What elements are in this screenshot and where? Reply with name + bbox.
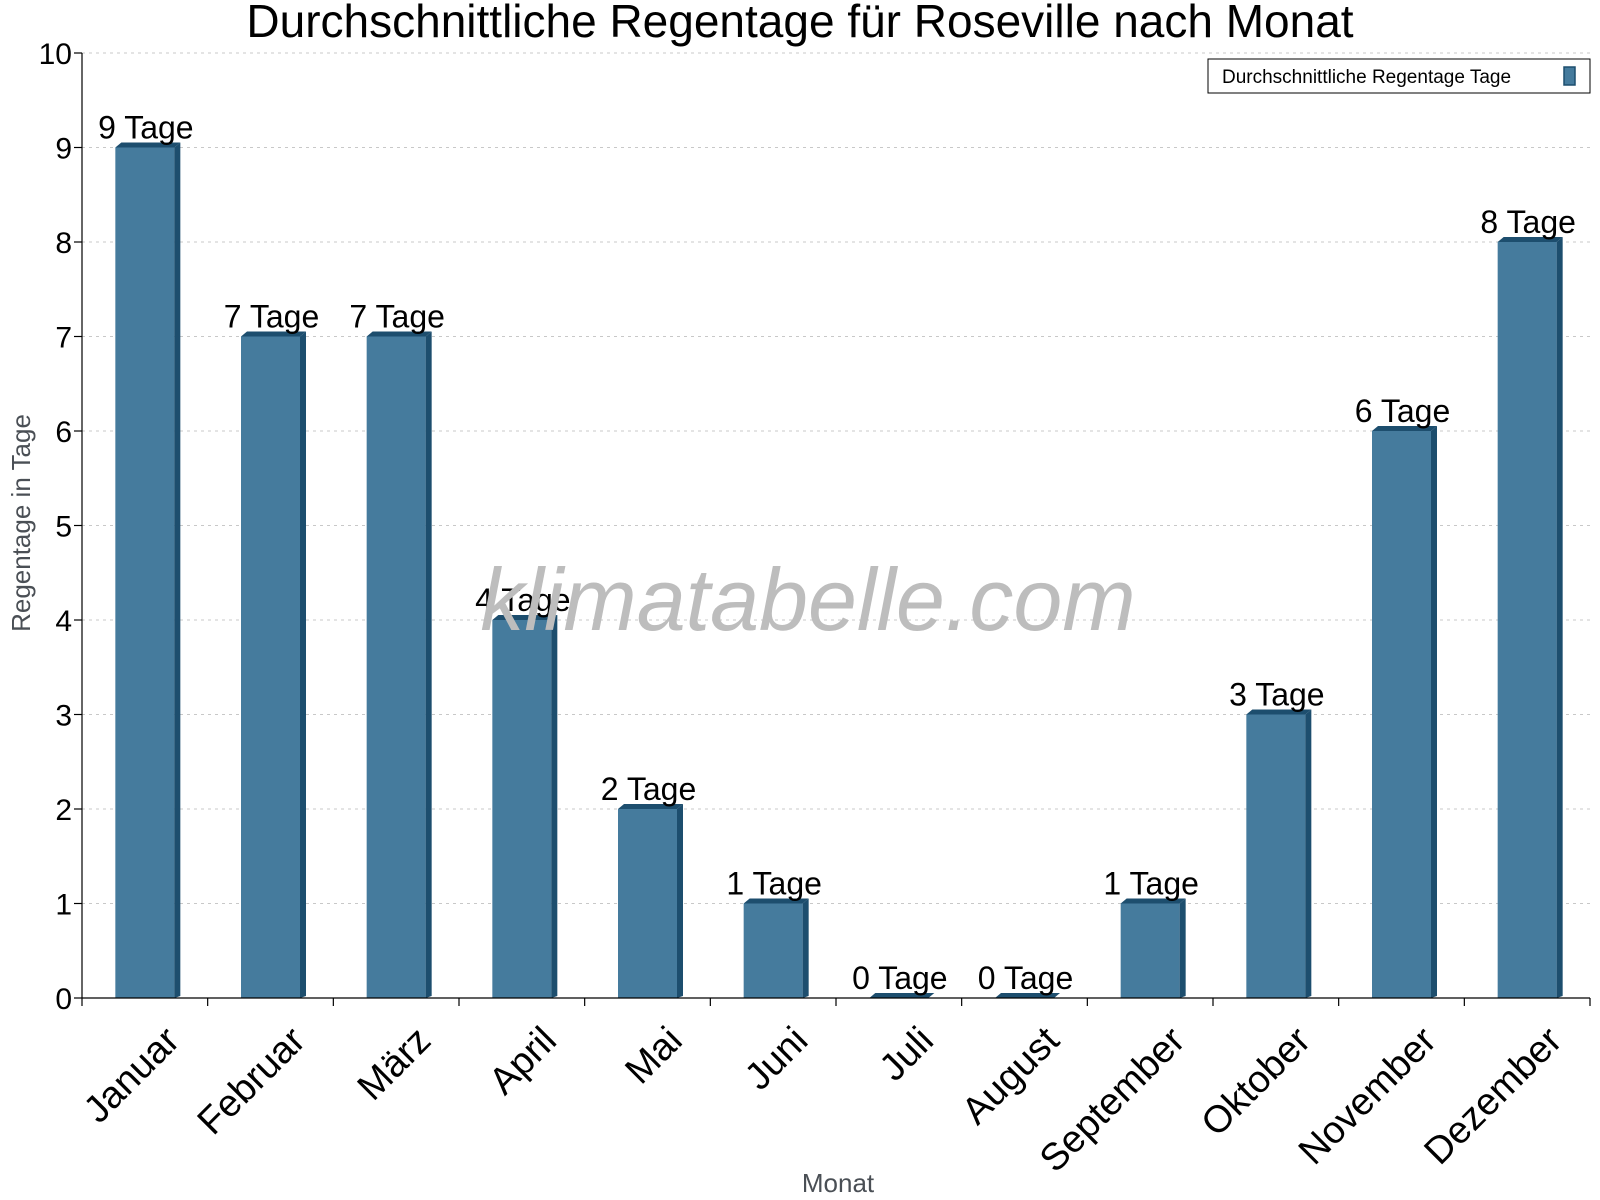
watermark: klimatabelle.com (480, 550, 1135, 649)
value-label: 8 Tage (1480, 204, 1576, 240)
x-tick-label: Januar (76, 1019, 188, 1131)
y-tick-label: 1 (55, 889, 72, 922)
y-tick-label: 6 (55, 416, 72, 449)
value-label: 3 Tage (1229, 677, 1325, 713)
y-tick-label: 7 (55, 322, 72, 355)
value-label: 6 Tage (1355, 393, 1451, 429)
x-tick-label: April (481, 1019, 564, 1102)
x-tick-label: August (954, 1019, 1068, 1133)
value-label: 0 Tage (852, 960, 948, 996)
x-tick-label: Februar (190, 1019, 314, 1143)
legend-label: Durchschnittliche Regentage Tage (1222, 67, 1511, 88)
y-tick-label: 8 (55, 227, 72, 260)
legend: Durchschnittliche Regentage Tage (1207, 58, 1591, 94)
gridlines (82, 52, 1590, 904)
x-tick-label: Juni (737, 1019, 816, 1098)
x-axis-title: Monat (802, 1168, 875, 1198)
y-axis-title: Regentage in Tage (6, 414, 36, 632)
bar-april (492, 615, 558, 998)
legend-swatch (1563, 66, 1576, 86)
value-labels: 9 Tage 7 Tage 7 Tage 4 Tage 2 Tage 1 Tage 0 Ta… (98, 110, 1576, 997)
y-tick-label: 0 (55, 983, 72, 1016)
bars (115, 142, 1563, 998)
bar-dezember (1497, 237, 1563, 998)
x-tick-label: Juli (872, 1019, 942, 1089)
bar-oktober (1246, 709, 1312, 998)
y-tick-label: 4 (55, 605, 72, 638)
value-label: 7 Tage (349, 299, 445, 335)
value-label: 1 Tage (726, 866, 822, 902)
bar-märz (366, 331, 432, 998)
y-tick-label: 9 (55, 133, 72, 166)
x-tick-label: November (1291, 1019, 1445, 1173)
chart-title: Durchschnittliche Regentage für Rosevill… (246, 0, 1353, 47)
x-axis-ticks: Januar Februar März April Mai Juni Juli AugustS… (76, 998, 1591, 1180)
bar-august (995, 993, 1060, 998)
bar-februar (241, 331, 306, 998)
value-label: 7 Tage (224, 299, 320, 335)
y-tick-label: 3 (55, 700, 72, 733)
value-label: 1 Tage (1103, 866, 1199, 902)
bar-september (1120, 898, 1186, 998)
bar-juni (743, 898, 809, 998)
value-label: 4 Tage (475, 582, 571, 618)
value-label: 2 Tage (601, 771, 697, 807)
y-axis-ticks: 0 1 2 3 4 5 6 7 8 9 10 (39, 38, 82, 1016)
y-tick-label: 5 (55, 511, 72, 544)
bar-mai (618, 804, 683, 998)
y-tick-label: 2 (55, 794, 72, 827)
x-tick-label: Mai (618, 1019, 691, 1092)
value-label: 0 Tage (978, 960, 1074, 996)
bar-januar (115, 142, 181, 998)
value-label: 9 Tage (98, 110, 194, 146)
x-tick-label: Oktober (1194, 1019, 1320, 1145)
x-tick-label: März (350, 1019, 439, 1108)
y-tick-label: 10 (39, 38, 72, 71)
x-tick-label: Dezember (1417, 1019, 1571, 1173)
bar-juli (869, 993, 935, 998)
bar-november (1372, 426, 1437, 998)
